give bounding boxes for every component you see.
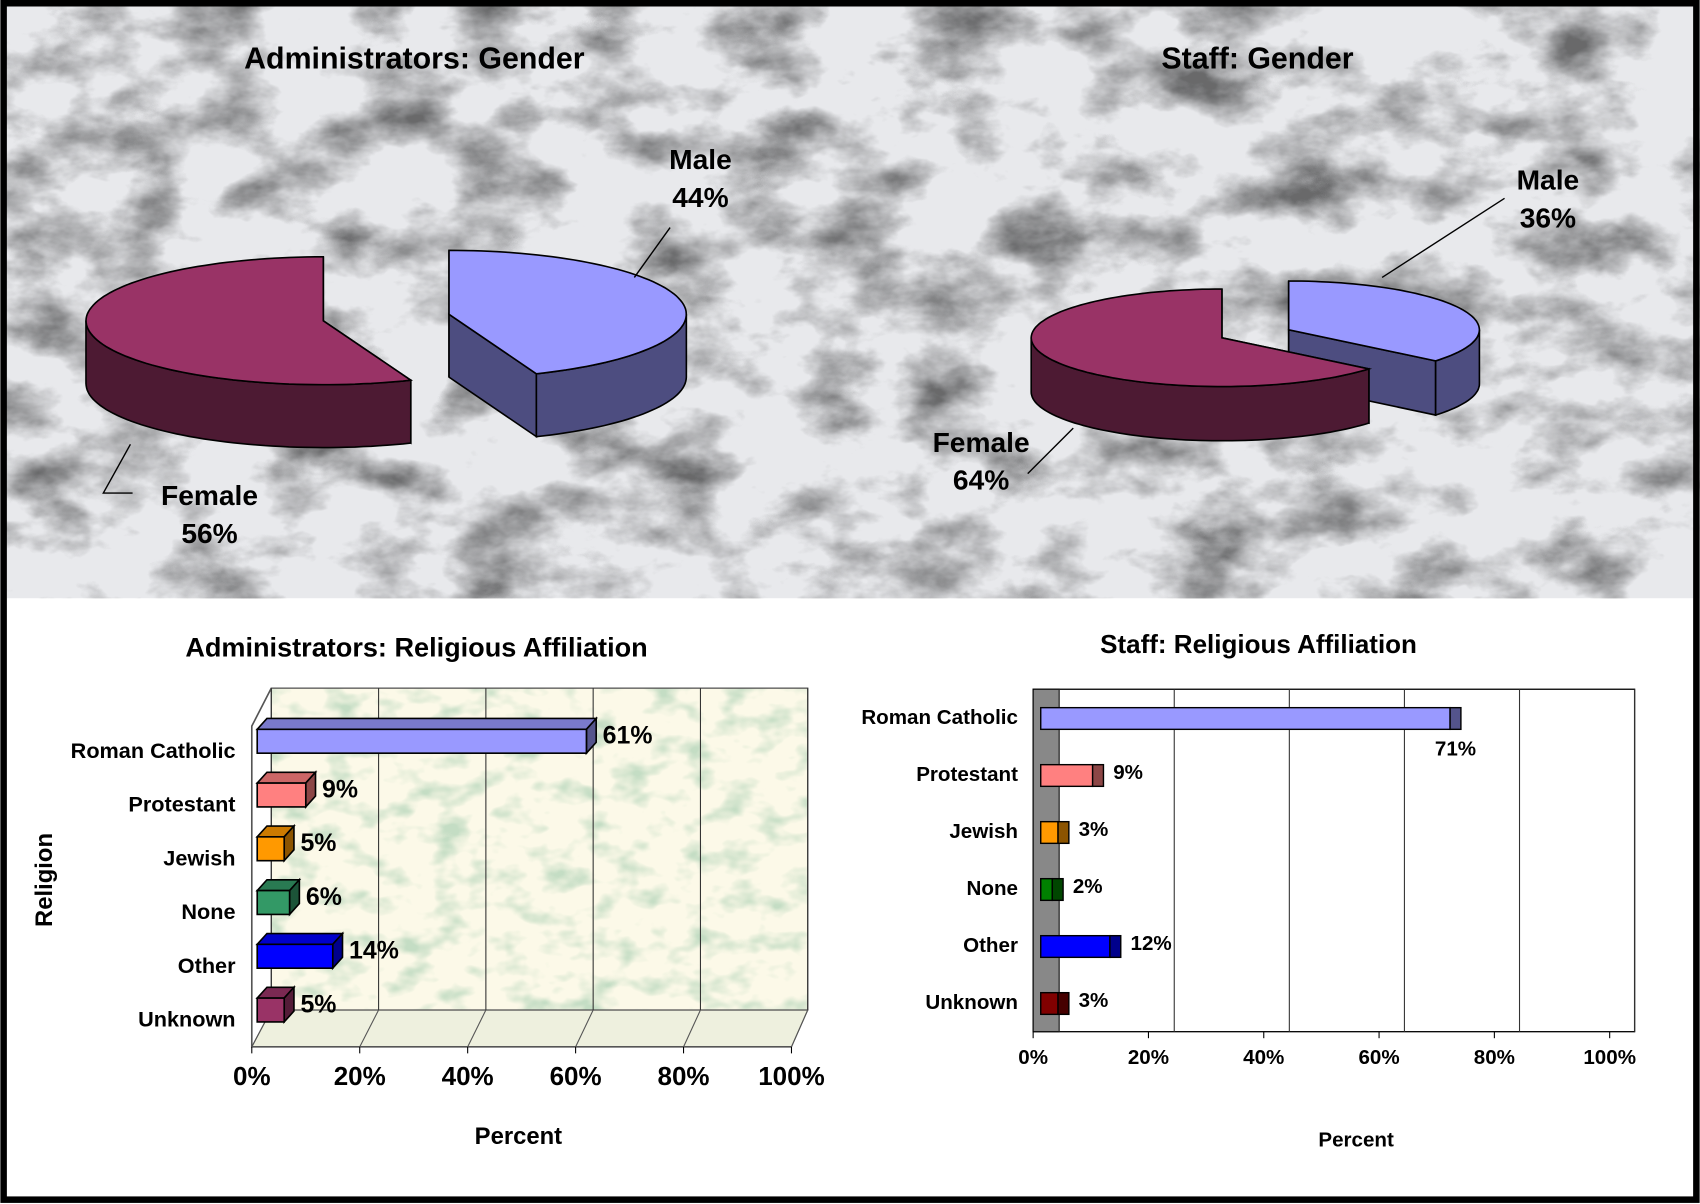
slice-value: 44%	[672, 181, 728, 213]
slice-label: Male	[669, 143, 732, 175]
x-tick-label: 20%	[1128, 1046, 1169, 1069]
y-tick-label: Protestant	[916, 763, 1018, 786]
slice-label: Female	[933, 426, 1030, 458]
bar	[256, 782, 307, 808]
bar-side	[1057, 820, 1070, 845]
bar-top	[255, 932, 345, 946]
x-tick-label: 40%	[1243, 1046, 1284, 1069]
grid-line	[575, 1009, 594, 1048]
y-axis-line	[250, 687, 792, 1048]
data-label: 3%	[1079, 989, 1109, 1012]
data-label: 71%	[1435, 737, 1476, 760]
chart-title: Administrators: Gender	[244, 43, 585, 76]
chart-title: Staff: Gender	[1161, 43, 1353, 76]
data-label: 5%	[300, 990, 336, 1018]
y-tick-label: Protestant	[128, 792, 235, 817]
y-tick-label: Other	[178, 953, 236, 978]
y-tick-label: Jewish	[949, 820, 1018, 843]
bar	[1040, 991, 1059, 1016]
data-label: 2%	[1073, 875, 1103, 898]
bar	[256, 836, 286, 862]
leader-line	[102, 443, 133, 494]
data-label: 3%	[1079, 818, 1109, 841]
data-label: 9%	[322, 775, 358, 803]
slice-value: 36%	[1520, 201, 1576, 233]
bar-side	[1449, 706, 1462, 731]
data-label: 9%	[1113, 761, 1143, 784]
chart-title: Staff: Religious Affiliation	[1100, 629, 1417, 659]
y-tick-label: None	[181, 899, 235, 924]
grid-line	[683, 1009, 701, 1048]
bar-top	[255, 717, 599, 731]
bar	[1040, 763, 1094, 788]
grid-line	[467, 1009, 487, 1048]
y-tick-label: None	[967, 877, 1018, 900]
x-tick-label: 80%	[658, 1061, 710, 1091]
x-tick-label: 40%	[442, 1061, 494, 1091]
x-tick-label: 20%	[334, 1061, 386, 1091]
pie-slice	[1030, 288, 1373, 388]
x-axis-title: Percent	[1318, 1129, 1394, 1152]
slice-label: Male	[1517, 164, 1580, 196]
bar	[256, 997, 286, 1023]
pie-slice	[85, 256, 414, 386]
data-label: 6%	[306, 883, 342, 911]
slice-label: Female	[161, 479, 258, 511]
data-label: 61%	[603, 721, 653, 749]
bar	[1040, 820, 1059, 845]
plot-side-wall	[1032, 688, 1060, 1033]
grid-line	[359, 1009, 380, 1048]
y-tick-label: Jewish	[163, 845, 235, 870]
x-tick-label: 60%	[550, 1061, 602, 1091]
pie-slice	[1287, 280, 1481, 362]
bar	[256, 943, 334, 969]
x-tick-label: 0%	[1018, 1046, 1048, 1069]
leader-line	[1381, 197, 1505, 279]
data-label: 5%	[300, 829, 336, 857]
bar	[1040, 706, 1451, 731]
x-tick-label: 100%	[758, 1061, 824, 1091]
bar-side	[1109, 934, 1122, 959]
y-tick-label: Unknown	[925, 991, 1018, 1014]
plot-area	[1032, 688, 1636, 1033]
x-tick-label: 80%	[1474, 1046, 1515, 1069]
chart-title: Administrators: Religious Affiliation	[185, 631, 647, 662]
y-tick-label: Unknown	[138, 1007, 235, 1032]
leader-line	[1027, 427, 1074, 475]
y-axis-title: Religion	[31, 833, 58, 927]
charts: Administrators: Gender Male 44% Female 56% St…	[31, 43, 1636, 1152]
bar	[256, 728, 588, 754]
bar	[1040, 934, 1111, 959]
x-tick-label: 60%	[1358, 1046, 1399, 1069]
data-label: 12%	[1131, 932, 1172, 955]
bar-side	[1051, 877, 1064, 902]
leader-line	[633, 227, 671, 278]
y-tick-label: Roman Catholic	[71, 738, 236, 763]
bar-side	[1057, 991, 1070, 1016]
bar	[1040, 877, 1053, 902]
bar-side	[1091, 763, 1105, 788]
y-tick-label: Other	[963, 934, 1018, 957]
slice-value: 64%	[953, 464, 1009, 496]
x-tick-label: 100%	[1583, 1046, 1636, 1069]
data-label: 14%	[349, 937, 399, 965]
pie-slice	[448, 249, 688, 375]
x-tick-label: 0%	[233, 1061, 271, 1091]
x-axis-title: Percent	[475, 1123, 562, 1150]
bar	[256, 889, 291, 916]
grid-line	[790, 1009, 809, 1048]
y-tick-label: Roman Catholic	[861, 706, 1018, 729]
slice-value: 56%	[181, 517, 237, 549]
